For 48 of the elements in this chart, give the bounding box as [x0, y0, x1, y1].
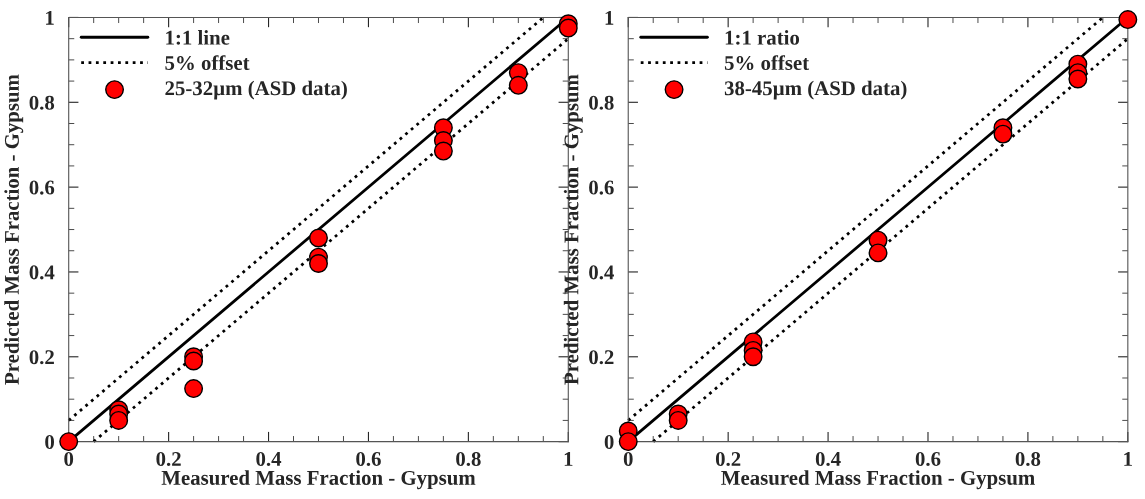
- y-tick-label: 1: [46, 10, 54, 25]
- point: [1068, 69, 1088, 89]
- x-tick-label: 0.8: [1015, 451, 1041, 467]
- y-tick-label: 0.4: [29, 265, 55, 280]
- point: [109, 410, 129, 430]
- x-axis-title: Measured Mass Fraction - Gypsum: [161, 470, 476, 490]
- y-axis-title: Predicted Mass Fraction - Gypsum: [563, 74, 583, 385]
- x-tick-label: 0: [623, 451, 633, 466]
- point: [1118, 10, 1138, 30]
- point: [993, 124, 1013, 144]
- point: [59, 432, 79, 452]
- point: [743, 347, 763, 367]
- y-tick-label: 0: [604, 434, 614, 450]
- y-tick-label: 0.6: [29, 180, 55, 195]
- x-tick-label: 0.6: [356, 451, 381, 467]
- y-tick-label: 0.8: [29, 95, 55, 110]
- y-tick-label: 0.8: [589, 95, 614, 110]
- point: [433, 141, 453, 161]
- point: [668, 410, 688, 430]
- y-tick-label: 0.6: [589, 180, 614, 195]
- x-tick-label: 1: [1124, 452, 1132, 466]
- legend-label: 25-32µm (ASD data): [165, 80, 347, 100]
- point: [618, 432, 638, 452]
- x-tick-label: 0.4: [256, 451, 282, 467]
- y-tick-label: 0: [45, 434, 55, 450]
- x-axis-title: Measured Mass Fraction - Gypsum: [721, 470, 1035, 490]
- point: [184, 379, 204, 399]
- x-tick-label: 0.8: [456, 451, 481, 467]
- y-tick-label: 0.2: [589, 350, 614, 365]
- point: [868, 243, 888, 263]
- legend-label: 38-45µm (ASD data): [724, 80, 907, 100]
- x-tick-label: 0.2: [156, 451, 181, 467]
- y-axis-title: Predicted Mass Fraction - Gypsum: [4, 74, 24, 385]
- x-tick-label: 0: [64, 451, 74, 466]
- point: [309, 253, 328, 273]
- point: [508, 75, 528, 95]
- y-tick-label: 0.4: [589, 265, 614, 280]
- legend-label: 1:1 ratio: [725, 30, 800, 45]
- x-tick-label: 0.6: [915, 451, 941, 467]
- x-tick-label: 0.4: [815, 451, 841, 467]
- legend-label: 5% offset: [724, 55, 810, 71]
- x-tick-label: 0.2: [715, 451, 741, 467]
- y-tick-label: 0.2: [29, 350, 54, 365]
- x-tick-label: 1: [564, 452, 573, 466]
- point: [309, 228, 328, 248]
- legend-label: 5% offset: [165, 55, 250, 71]
- legend-label: 1:1 line: [166, 30, 230, 45]
- y-tick-label: 1: [605, 10, 614, 25]
